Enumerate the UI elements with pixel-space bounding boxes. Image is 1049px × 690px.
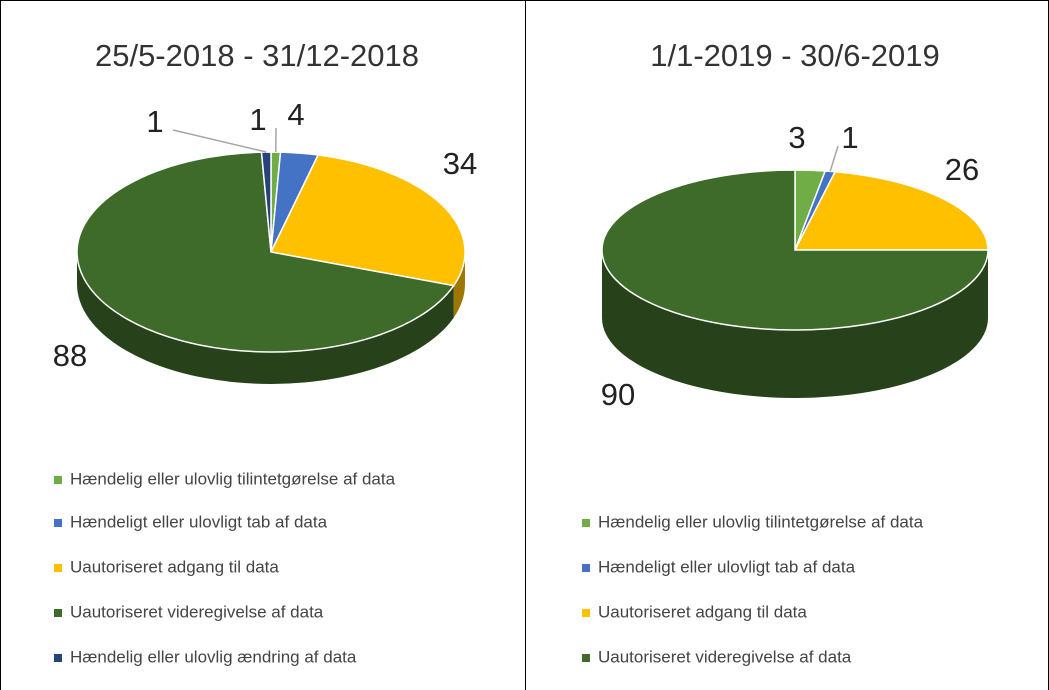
chart-title: 25/5-2018 - 31/12-2018 xyxy=(95,38,419,73)
legend-label: Uautoriseret adgang til data xyxy=(598,602,807,621)
legend-label: Uautoriseret adgang til data xyxy=(70,557,279,576)
value-label: 3 xyxy=(788,120,805,155)
value-label: 88 xyxy=(53,338,87,373)
slice xyxy=(601,169,989,331)
slice xyxy=(76,151,455,353)
legend-label: Hændelig eller ulovlig tilintetgørelse a… xyxy=(70,469,396,488)
legend-label: Uautoriseret videregivelse af data xyxy=(598,647,852,666)
slice xyxy=(793,170,989,251)
legend-label: Uautoriseret videregivelse af data xyxy=(70,602,324,621)
value-label: 1 xyxy=(249,102,266,137)
legend-swatch xyxy=(582,609,590,617)
leader-line xyxy=(172,129,267,153)
legend-label: Hændeligt eller ulovligt tab af data xyxy=(70,512,328,531)
chart-title: 1/1-2019 - 30/6-2019 xyxy=(650,38,940,73)
value-label: 1 xyxy=(841,120,858,155)
legend-swatch xyxy=(54,609,62,617)
legend-label: Hændeligt eller ulovligt tab af data xyxy=(598,557,856,576)
value-label: 1 xyxy=(146,104,163,139)
legend-swatch xyxy=(54,476,62,484)
value-label: 4 xyxy=(287,97,304,132)
legend-swatch xyxy=(582,564,590,572)
value-label: 90 xyxy=(601,377,635,412)
slice xyxy=(260,151,272,253)
slice-side xyxy=(453,252,465,318)
legend-swatch xyxy=(54,564,62,572)
leader-line xyxy=(829,145,839,172)
slice xyxy=(269,154,466,287)
legend-swatch xyxy=(54,654,62,662)
legend-swatch xyxy=(582,519,590,527)
slice-side xyxy=(602,250,988,398)
legend-label: Hændelig eller ulovlig ændring af data xyxy=(70,647,357,666)
legend-swatch xyxy=(582,654,590,662)
value-label: 26 xyxy=(945,152,979,187)
legend-label: Hændelig eller ulovlig tilintetgørelse a… xyxy=(598,512,924,531)
legend-swatch xyxy=(54,519,62,527)
value-label: 34 xyxy=(443,146,477,181)
slice-side xyxy=(77,252,454,384)
